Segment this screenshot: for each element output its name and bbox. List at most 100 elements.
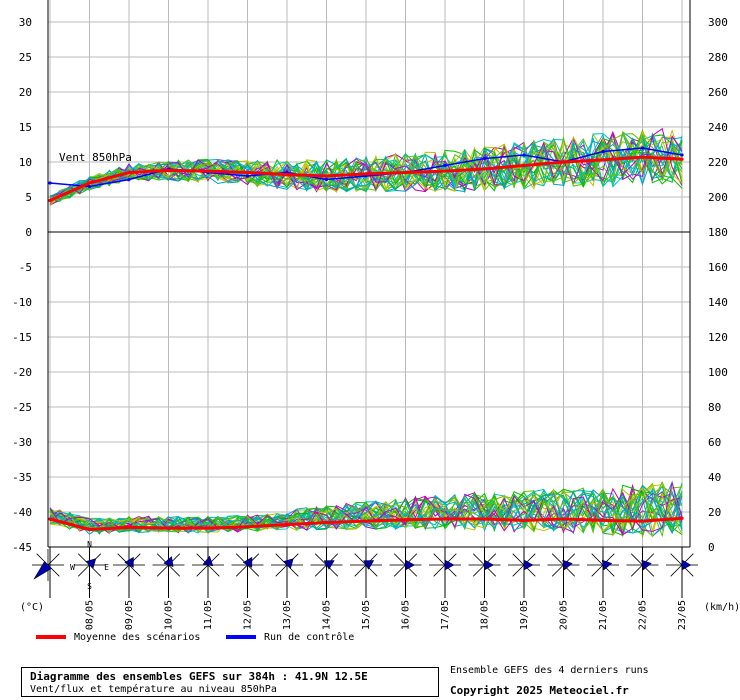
wind-rose-icon — [271, 549, 303, 581]
y-tick-right-temp: 80 — [708, 401, 721, 414]
wind-panel-annotation: Vent 850hPa — [59, 151, 132, 164]
y-tick-left-temp: -15 — [12, 331, 32, 344]
mean-wind-line-point — [206, 169, 210, 173]
wind-rose-icon — [231, 549, 264, 581]
mean-wind-line-point — [680, 157, 684, 161]
wind-rose-icon — [152, 549, 185, 581]
x-tick-date: 14/05 — [322, 600, 333, 630]
y-tick-right-wind: 300 — [708, 16, 728, 29]
y-tick-right-temp: 20 — [708, 506, 721, 519]
rose-spoke — [472, 564, 485, 577]
rose-spoke — [247, 564, 260, 577]
legend-mean-label: Moyenne des scénarios — [74, 631, 201, 643]
rose-spoke — [512, 553, 525, 566]
rose-spoke — [670, 553, 683, 566]
chart-series — [48, 146, 684, 532]
wind-rose-icon — [468, 549, 501, 581]
control-run-wind-line-point — [443, 163, 447, 168]
control-run-wind-line-point — [324, 177, 329, 182]
rose-spoke — [472, 553, 485, 566]
control-run-wind-line-point — [245, 174, 250, 178]
mean-temp-line-point — [403, 518, 408, 522]
wind-arrow — [681, 559, 692, 571]
y-tick-right-temp: 160 — [708, 261, 728, 274]
mean-wind-line-point — [364, 172, 368, 176]
mean-temp-line-point — [601, 518, 605, 523]
mean-temp-line-point — [324, 520, 329, 525]
wind-arrow — [444, 559, 455, 571]
y-tick-right-temp: 120 — [708, 331, 728, 344]
control-run-wind-line-point — [640, 146, 645, 150]
y-tick-left-temp: -5 — [19, 261, 32, 274]
right-unit-label: (km/h) — [704, 602, 740, 613]
ensemble-member-temp — [49, 489, 683, 535]
wind-rose-icon — [310, 549, 343, 581]
wind-arrow — [523, 559, 534, 571]
mean-temp-line-point — [522, 518, 526, 523]
mean-temp-line-point — [640, 519, 645, 523]
wind-arrow — [163, 556, 174, 568]
wind-rose-icon — [429, 549, 461, 581]
wind-arrow — [202, 555, 214, 567]
mean-temp-line-point — [206, 526, 210, 530]
y-tick-right-wind: 200 — [708, 191, 728, 204]
y-tick-right-wind: 240 — [708, 121, 728, 134]
wind-arrow — [562, 559, 573, 571]
x-tick-date: 16/05 — [401, 600, 412, 630]
chart-grid — [48, 0, 690, 548]
x-tick-date: 17/05 — [440, 600, 451, 630]
wind-arrow — [484, 559, 495, 571]
mean-wind-line-point — [127, 170, 131, 175]
mean-wind-line-point — [324, 174, 329, 178]
y-tick-left-temp: -40 — [12, 506, 32, 519]
wind-arrow — [33, 561, 52, 580]
rose-spoke — [196, 564, 209, 577]
wind-arrow — [124, 556, 134, 568]
mean-wind-line-point — [482, 167, 487, 171]
wind-arrow — [405, 559, 416, 571]
y-tick-right-temp: 60 — [708, 436, 721, 449]
ensemble-member-temp — [49, 482, 683, 534]
rose-spoke — [314, 553, 327, 566]
mean-wind-line-point — [522, 163, 526, 168]
wind-rose-icon — [350, 549, 382, 581]
control-run-wind-line-point — [522, 153, 526, 157]
rose-spoke — [591, 553, 604, 566]
compass-w: W — [70, 563, 75, 572]
control-run-wind-line-point — [48, 181, 52, 185]
y-tick-right-wind: 220 — [708, 156, 728, 169]
rose-spoke — [47, 553, 60, 566]
y-tick-left-wind: 0 — [25, 226, 32, 239]
y-tick-right-temp: 0 — [708, 541, 715, 554]
rose-spoke — [77, 564, 90, 577]
legend-mean-swatch — [36, 635, 66, 639]
rose-spoke — [551, 564, 564, 577]
x-tick-date: 08/05 — [85, 600, 96, 630]
rose-spoke — [235, 564, 248, 577]
compass-e: E — [104, 563, 109, 572]
mean-wind-line-point — [403, 170, 408, 175]
mean-temp-line-point — [482, 517, 487, 521]
y-tick-left-wind: 25 — [19, 51, 32, 64]
control-run-wind-line-point — [680, 153, 684, 157]
chart-title-box: Diagramme des ensembles GEFS sur 384h : … — [21, 667, 439, 697]
mean-wind-line-point — [443, 169, 447, 173]
wind-rose-icon — [587, 549, 619, 581]
x-tick-date: 23/05 — [677, 600, 688, 630]
y-tick-left-wind: 5 — [25, 191, 32, 204]
mean-wind-line-point — [601, 158, 605, 162]
wind-rose-icon — [192, 549, 224, 581]
mean-wind-line-point — [48, 198, 52, 203]
y-tick-left-wind: 20 — [19, 86, 32, 99]
mean-temp-line-point — [561, 517, 566, 521]
wind-rose-icon — [626, 549, 659, 581]
rose-spoke — [354, 553, 367, 566]
legend-control: Run de contrôle — [226, 630, 354, 644]
x-tick-date: 13/05 — [282, 600, 293, 630]
rose-spoke — [275, 564, 288, 577]
mean-temp-line-point — [285, 523, 289, 527]
y-tick-left-temp: -25 — [12, 401, 32, 414]
legend-mean: Moyenne des scénarios — [36, 630, 200, 644]
x-tick-date: 22/05 — [638, 600, 649, 630]
